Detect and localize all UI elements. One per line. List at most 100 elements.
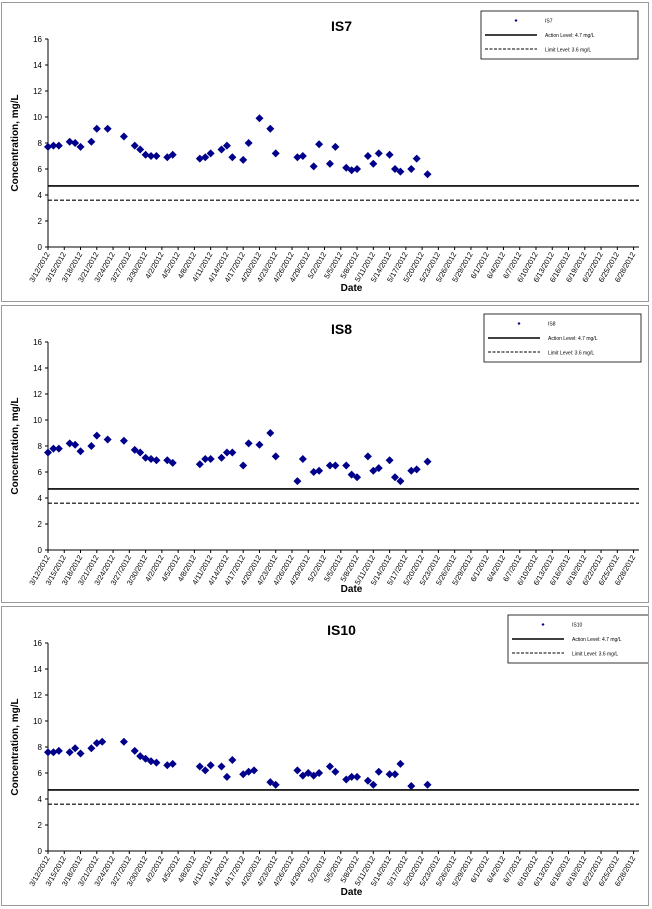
y-tick-label: 12: [33, 390, 42, 399]
data-point-is7: [374, 149, 383, 158]
data-point-is8: [347, 470, 356, 479]
legend-label: Limit Level: 3.6 mg/L: [545, 48, 591, 54]
data-point-is10: [391, 770, 400, 779]
data-point-is8: [228, 448, 237, 457]
y-tick-label: 6: [38, 769, 43, 778]
data-point-is7: [71, 139, 80, 147]
y-tick-label: 10: [33, 416, 42, 425]
data-point-is7: [331, 142, 340, 151]
y-tick-label: 0: [38, 546, 43, 555]
data-point-is10: [266, 778, 275, 787]
chart-title: IS10: [327, 622, 356, 638]
legend-label: IS8: [548, 322, 556, 328]
data-point-is10: [353, 772, 362, 781]
data-point-is10: [298, 771, 307, 780]
chart-svg: IS702468101214163/12/20123/15/20123/18/2…: [10, 10, 639, 294]
data-point-is8: [65, 439, 74, 448]
data-point-is10: [239, 770, 248, 779]
data-point-is8: [44, 448, 52, 457]
data-point-is8: [103, 435, 112, 444]
y-tick-label: 12: [33, 691, 42, 700]
data-point-is8: [147, 455, 156, 463]
data-point-is7: [44, 142, 52, 151]
x-axis-title: Date: [341, 584, 363, 595]
data-point-is7: [342, 163, 351, 172]
data-point-is8: [309, 468, 318, 476]
data-point-is7: [363, 152, 372, 160]
data-point-is8: [407, 466, 416, 475]
data-point-is7: [163, 153, 172, 162]
y-tick-label: 4: [38, 494, 43, 503]
x-axis-title: Date: [341, 887, 363, 898]
x-axis-title: Date: [341, 283, 363, 294]
data-point-is7: [325, 159, 334, 168]
data-point-is8: [385, 456, 394, 465]
data-point-is10: [293, 766, 302, 775]
data-point-is8: [222, 448, 231, 457]
data-point-is10: [315, 769, 324, 777]
data-point-is7: [353, 165, 362, 173]
data-point-is10: [168, 759, 177, 768]
data-point-is8: [206, 455, 215, 463]
data-point-is10: [87, 744, 96, 753]
y-tick-label: 14: [33, 61, 42, 70]
data-point-is7: [92, 124, 101, 133]
y-tick-label: 4: [38, 191, 43, 200]
legend-marker-is8: [517, 322, 521, 325]
data-point-is8: [342, 461, 351, 470]
data-point-is8: [201, 455, 210, 463]
data-point-is8: [374, 464, 383, 473]
data-point-is8: [71, 440, 80, 449]
data-point-is8: [119, 436, 128, 445]
data-point-is8: [217, 453, 226, 462]
data-point-is7: [195, 154, 204, 163]
data-point-is10: [363, 776, 372, 785]
data-point-is10: [201, 766, 210, 775]
data-point-is7: [293, 153, 302, 162]
data-point-is10: [250, 766, 259, 775]
y-tick-label: 12: [33, 87, 42, 96]
data-point-is7: [391, 165, 400, 173]
data-point-is7: [168, 150, 177, 159]
data-point-is7: [228, 153, 237, 162]
data-point-is8: [391, 473, 400, 482]
data-point-is8: [239, 461, 248, 470]
chart-panel-is7: IS7 0 2 4 6 8 10 12 14 16 3/12/2012 3/15/2012 3/18/2…: [1, 2, 649, 302]
data-point-is10: [309, 771, 318, 780]
data-point-is8: [163, 456, 172, 465]
y-axis-title: Concentration, mg/L: [10, 698, 21, 795]
data-point-is10: [374, 767, 383, 776]
y-tick-label: 16: [33, 35, 42, 44]
data-point-is7: [130, 141, 139, 150]
data-point-is8: [396, 477, 405, 486]
data-point-is8: [331, 461, 340, 470]
data-point-is10: [141, 754, 150, 763]
data-point-is7: [49, 141, 58, 150]
y-tick-label: 8: [38, 442, 43, 451]
legend: IS8 Action Level: 4.7 mg/L Limit Level: 3.…: [483, 313, 642, 363]
legend-marker-is10: [541, 623, 545, 626]
data-point-is7: [309, 162, 318, 171]
y-axis-title: Concentration, mg/L: [10, 397, 21, 494]
data-point-is7: [423, 170, 432, 179]
data-point-is8: [49, 444, 58, 453]
data-point-is10: [147, 757, 156, 766]
data-point-is8: [325, 461, 334, 470]
data-point-is10: [342, 775, 351, 784]
legend: IS7 Action Level: 4.7 mg/L Limit Level: 3.…: [480, 10, 639, 60]
data-point-is10: [271, 780, 280, 789]
y-tick-label: 6: [38, 468, 43, 477]
legend-label: Action Level: 4.7 mg/L: [545, 33, 595, 39]
data-point-is7: [315, 140, 324, 149]
data-point-is8: [152, 456, 161, 465]
data-point-is10: [163, 761, 172, 770]
data-point-is7: [147, 152, 156, 160]
data-point-is8: [412, 465, 421, 474]
data-point-is10: [385, 770, 394, 779]
legend-label: IS7: [545, 19, 553, 25]
data-point-is8: [141, 453, 150, 462]
data-point-is7: [239, 155, 248, 164]
chart-svg: IS802468101214163/12/20123/15/20123/18/2…: [10, 313, 642, 595]
data-point-is10: [347, 772, 356, 781]
data-point-is10: [76, 749, 85, 758]
